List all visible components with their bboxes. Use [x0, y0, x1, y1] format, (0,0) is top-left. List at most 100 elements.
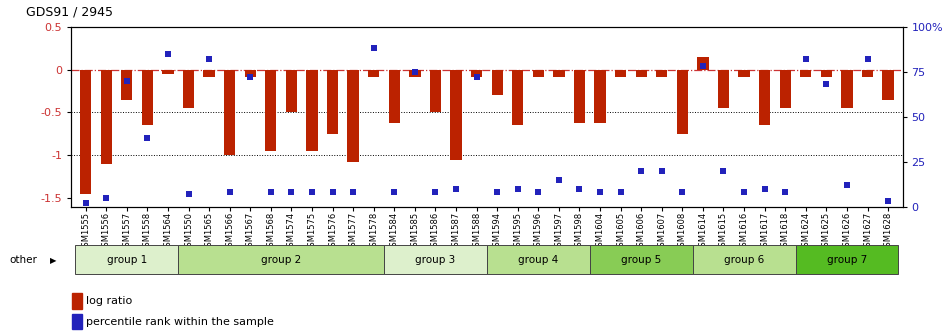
FancyBboxPatch shape — [75, 245, 179, 274]
Bar — [615, 70, 626, 77]
Point — [284, 190, 299, 195]
Point — [860, 56, 875, 62]
Bar — [348, 70, 359, 162]
Bar — [800, 70, 811, 77]
Bar — [862, 70, 873, 77]
Point — [387, 190, 402, 195]
Bar — [286, 70, 297, 113]
Text: log ratio: log ratio — [86, 296, 132, 306]
Text: percentile rank within the sample: percentile rank within the sample — [86, 317, 275, 327]
Bar — [883, 70, 894, 100]
Bar — [574, 70, 585, 123]
Text: group 7: group 7 — [826, 255, 867, 264]
Point — [263, 190, 278, 195]
Point — [736, 190, 751, 195]
Bar — [842, 70, 852, 108]
Bar — [327, 70, 338, 134]
Point — [428, 190, 443, 195]
Bar — [409, 70, 421, 77]
Point — [366, 46, 381, 51]
Text: group 5: group 5 — [621, 255, 661, 264]
Point — [140, 136, 155, 141]
Bar — [533, 70, 544, 77]
Point — [201, 56, 217, 62]
Point — [242, 75, 257, 80]
Bar — [72, 293, 82, 308]
Point — [572, 186, 587, 192]
Bar — [676, 70, 688, 134]
Bar — [553, 70, 564, 77]
Point — [510, 186, 525, 192]
Bar — [759, 70, 770, 125]
Bar — [162, 70, 174, 74]
Text: group 6: group 6 — [724, 255, 764, 264]
Bar — [429, 70, 441, 113]
FancyBboxPatch shape — [384, 245, 486, 274]
Point — [99, 195, 114, 200]
Point — [613, 190, 628, 195]
FancyBboxPatch shape — [795, 245, 899, 274]
Bar — [265, 70, 276, 151]
Point — [655, 168, 670, 173]
Point — [161, 51, 176, 56]
Point — [222, 190, 238, 195]
Bar — [821, 70, 832, 77]
Point — [674, 190, 690, 195]
Bar — [182, 70, 194, 108]
Point — [819, 82, 834, 87]
Text: group 1: group 1 — [106, 255, 147, 264]
Point — [180, 192, 196, 197]
Text: group 3: group 3 — [415, 255, 456, 264]
Text: group 4: group 4 — [518, 255, 559, 264]
Bar — [224, 70, 236, 155]
FancyBboxPatch shape — [693, 245, 795, 274]
Text: group 2: group 2 — [261, 255, 301, 264]
Point — [489, 190, 504, 195]
FancyBboxPatch shape — [179, 245, 384, 274]
Text: ▶: ▶ — [50, 256, 57, 265]
Point — [757, 186, 772, 192]
Bar — [142, 70, 153, 125]
Bar — [738, 70, 750, 77]
Bar — [780, 70, 791, 108]
Point — [119, 78, 134, 84]
Bar — [656, 70, 668, 77]
Bar — [697, 57, 709, 70]
Bar — [389, 70, 400, 123]
Point — [469, 75, 484, 80]
FancyBboxPatch shape — [486, 245, 590, 274]
Point — [346, 190, 361, 195]
Bar — [122, 70, 132, 100]
Point — [78, 200, 93, 206]
Point — [408, 69, 423, 75]
Bar — [471, 70, 483, 77]
Point — [325, 190, 340, 195]
Point — [304, 190, 319, 195]
Point — [881, 199, 896, 204]
Point — [551, 177, 566, 182]
Text: GDS91 / 2945: GDS91 / 2945 — [26, 5, 112, 18]
Point — [716, 168, 732, 173]
Point — [531, 190, 546, 195]
Bar — [636, 70, 647, 77]
Bar — [203, 70, 215, 77]
Point — [448, 186, 464, 192]
Bar — [101, 70, 112, 164]
Bar — [595, 70, 606, 123]
Bar — [72, 314, 82, 329]
Bar — [244, 70, 256, 77]
Point — [798, 56, 813, 62]
Point — [634, 168, 649, 173]
Bar — [718, 70, 730, 108]
Bar — [512, 70, 523, 125]
Bar — [450, 70, 462, 160]
Bar — [368, 70, 379, 77]
Point — [593, 190, 608, 195]
Point — [778, 190, 793, 195]
Text: other: other — [10, 255, 37, 265]
Bar — [80, 70, 91, 194]
Bar — [491, 70, 503, 95]
Bar — [306, 70, 317, 151]
Point — [840, 182, 855, 188]
Point — [695, 64, 711, 69]
